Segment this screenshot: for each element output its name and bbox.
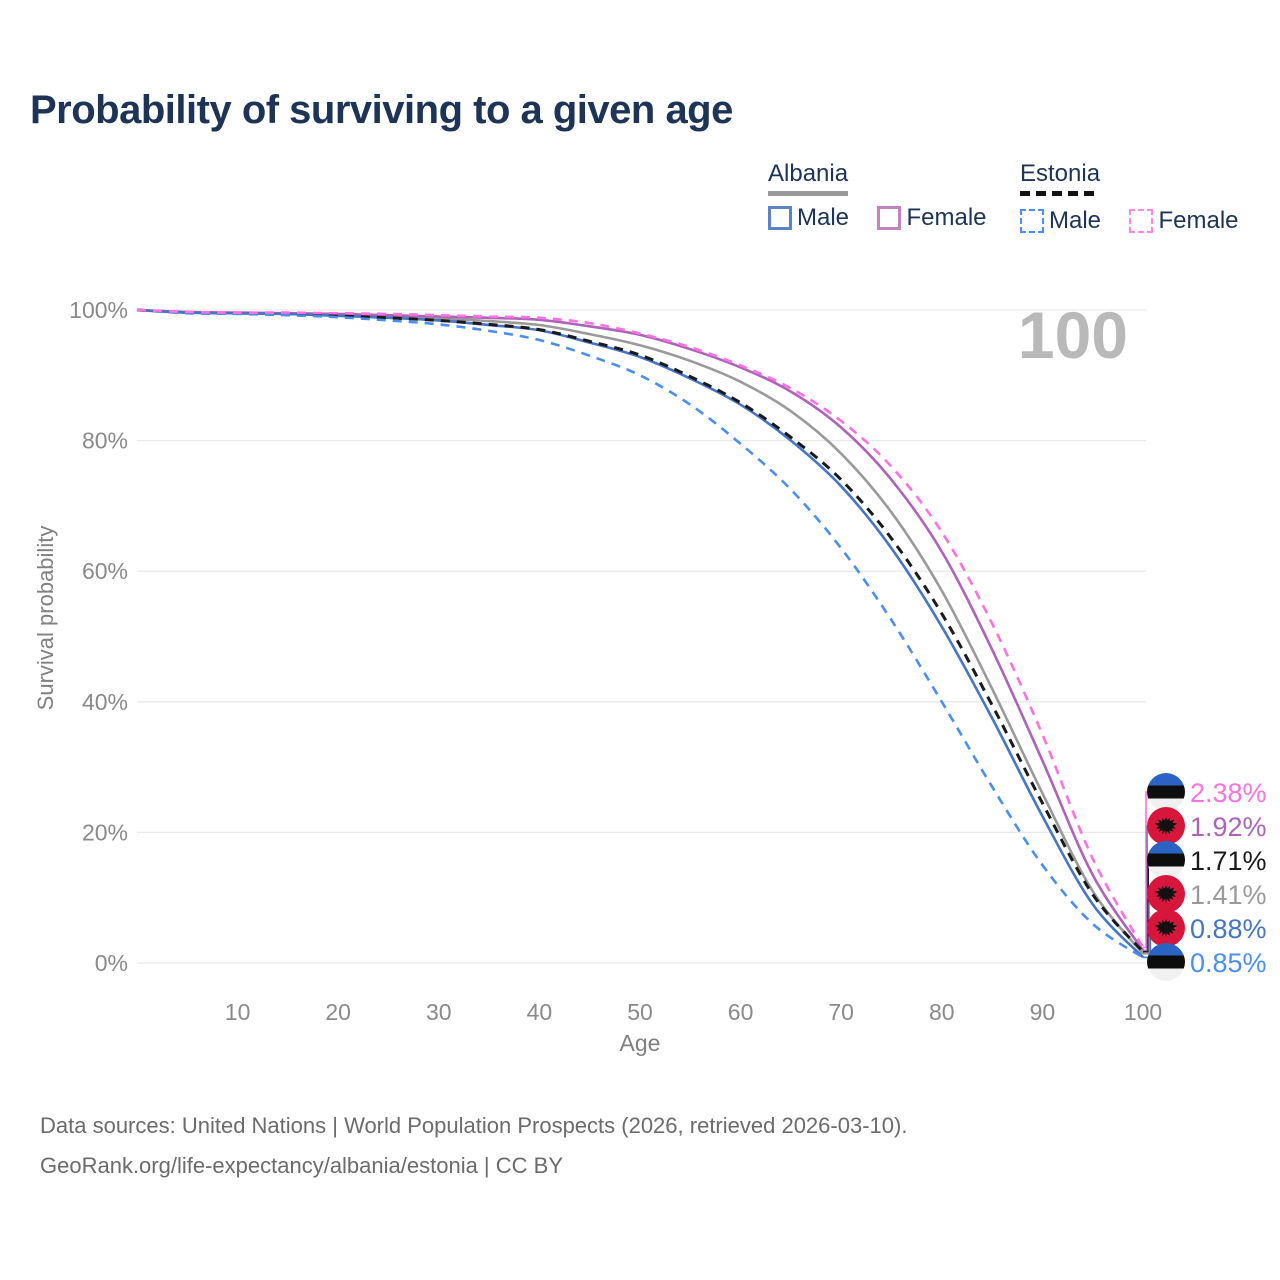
series-line-estonia-female[interactable] — [136, 308, 1145, 949]
series-line-estonia-all[interactable] — [136, 308, 1145, 953]
end-value-label-estonia-male: 0.85% — [1190, 948, 1267, 978]
series-line-albania-all[interactable] — [136, 308, 1145, 955]
data-sources-note: Data sources: United Nations | World Pop… — [40, 1113, 908, 1138]
end-value-label-albania-all: 1.41% — [1190, 880, 1267, 910]
x-tick-label: 70 — [828, 999, 854, 1025]
albania-female-swatch-icon — [877, 206, 902, 230]
x-axis-title: Age — [619, 1030, 661, 1056]
series-line-estonia-male[interactable] — [136, 308, 1144, 959]
estonia-flag-icon — [1147, 943, 1185, 981]
end-value-label-albania-female: 1.92% — [1190, 812, 1267, 842]
albania-male-swatch-icon — [768, 206, 792, 230]
page-title: Probability of surviving to a given age — [30, 88, 733, 132]
series-line-albania-female[interactable] — [136, 308, 1145, 952]
legend-item-label: Male — [797, 204, 850, 231]
legend-country-estonia-label: Estonia — [1020, 160, 1101, 187]
y-tick-label: 100% — [69, 297, 128, 323]
series-line-albania-male[interactable] — [136, 308, 1144, 959]
albania-flag-icon — [1147, 807, 1185, 845]
x-tick-label: 100 — [1124, 999, 1162, 1025]
x-tick-label: 60 — [728, 999, 754, 1025]
y-tick-label: 0% — [95, 950, 128, 976]
legend-item-estonia-female[interactable]: Female — [1129, 207, 1239, 235]
dashed-underline — [1020, 191, 1101, 196]
double-headed-eagle — [1154, 817, 1178, 835]
double-headed-eagle — [1154, 885, 1178, 903]
albania-flag-icon — [1147, 909, 1185, 947]
x-tick-label: 80 — [929, 999, 955, 1025]
end-value-label-estonia-all: 1.71% — [1190, 846, 1267, 876]
estonia-flag-icon — [1147, 773, 1185, 811]
double-headed-eagle — [1154, 919, 1178, 937]
estonia-male-swatch-icon — [1020, 209, 1044, 233]
legend-country-albania-label: Albania — [768, 160, 849, 187]
y-tick-label: 60% — [82, 558, 128, 584]
hovered-age-watermark: 100 — [1017, 298, 1128, 372]
end-value-label-estonia-female: 2.38% — [1190, 778, 1267, 808]
legend-item-label: Female — [1158, 207, 1239, 234]
end-value-label-albania-male: 0.88% — [1190, 914, 1267, 944]
legend-item-label: Male — [1049, 207, 1102, 234]
legend-item-albania-male[interactable]: Male — [768, 204, 849, 232]
y-axis-title: Survival probability — [33, 525, 58, 711]
x-tick-label: 10 — [225, 999, 251, 1025]
y-tick-label: 80% — [82, 428, 128, 454]
x-tick-label: 20 — [325, 999, 351, 1025]
legend-group-albania: Albania Male Female — [768, 160, 1011, 235]
legend-item-label: Female — [906, 204, 987, 231]
estonia-female-swatch-icon — [1129, 209, 1154, 233]
legend-item-estonia-male[interactable]: Male — [1020, 207, 1101, 235]
legend-country-estonia[interactable]: Estonia — [1020, 160, 1101, 199]
legend-item-albania-female[interactable]: Female — [877, 204, 987, 232]
x-tick-label: 30 — [426, 999, 452, 1025]
x-tick-label: 50 — [627, 999, 653, 1025]
y-tick-label: 40% — [82, 689, 128, 715]
estonia-flag-icon — [1147, 841, 1185, 879]
albania-flag-icon — [1147, 875, 1185, 913]
chart-footer: Data sources: United Nations | World Pop… — [40, 1106, 907, 1186]
y-tick-label: 20% — [82, 819, 128, 845]
source-url-note: GeoRank.org/life-expectancy/albania/esto… — [40, 1153, 563, 1178]
legend-country-albania[interactable]: Albania — [768, 160, 849, 196]
x-tick-label: 90 — [1030, 999, 1056, 1025]
legend-group-estonia: Estonia Male Female — [1020, 160, 1263, 238]
x-tick-label: 40 — [527, 999, 553, 1025]
